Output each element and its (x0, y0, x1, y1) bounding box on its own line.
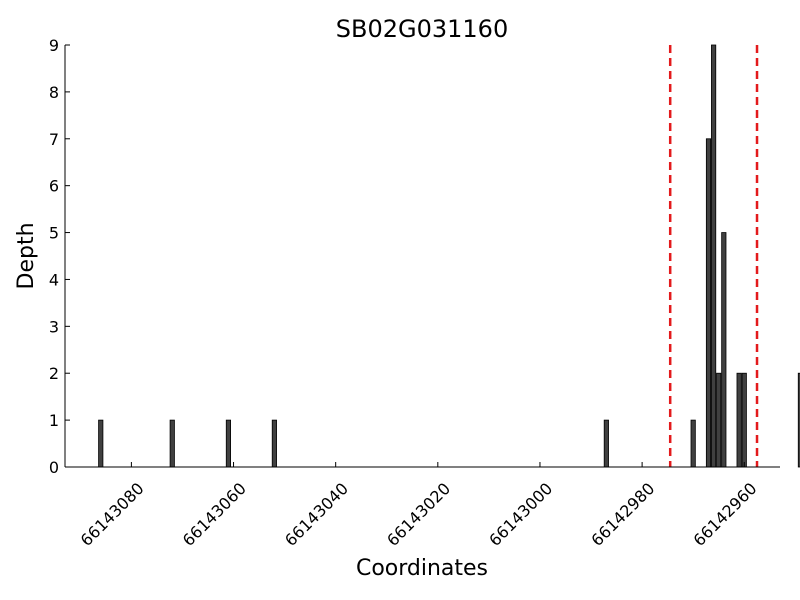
y-tick-label: 5 (49, 224, 59, 243)
depth-bar (98, 419, 104, 468)
depth-bar (736, 372, 742, 468)
chart-title: SB02G031160 (336, 15, 508, 43)
y-ticks-group: 0 1 2 3 4 5 6 7 8 9 (49, 36, 70, 477)
y-tick-label: 2 (49, 364, 59, 383)
axes-group (64, 45, 780, 468)
depth-bar (705, 138, 712, 468)
depth-bar (271, 419, 277, 468)
x-tick-label: 66143040 (281, 479, 352, 550)
depth-bar (797, 372, 800, 468)
x-ticks-group: 66143080 66143060 66143040 66143020 66143000… (77, 462, 761, 550)
reference-lines-group (668, 45, 759, 467)
y-tick-label: 3 (49, 317, 59, 336)
y-tick-label: 8 (49, 83, 59, 102)
y-tick-label: 0 (49, 458, 59, 477)
y-axis-label: Depth (14, 222, 39, 289)
x-tick-label: 66143020 (383, 479, 454, 550)
depth-bar (690, 419, 696, 468)
y-tick-label: 6 (49, 177, 59, 196)
depth-bar (169, 419, 175, 468)
depth-bar (741, 372, 747, 468)
x-axis-label: Coordinates (356, 556, 488, 581)
x-tick-label: 66143080 (77, 479, 148, 550)
x-tick-label: 66142960 (690, 479, 761, 550)
depth-bar (711, 44, 717, 468)
depth-bar (603, 419, 609, 468)
y-tick-label: 4 (49, 270, 59, 289)
y-tick-label: 1 (49, 411, 59, 430)
x-tick-label: 66143060 (179, 479, 250, 550)
depth-bar (721, 232, 727, 468)
depth-bar (225, 419, 231, 468)
bars-group (98, 44, 800, 468)
y-tick-label: 7 (49, 130, 59, 149)
x-tick-label: 66143000 (485, 479, 556, 550)
depth-bar (716, 372, 722, 468)
y-tick-label: 9 (49, 36, 59, 55)
x-tick-label: 66142980 (587, 479, 658, 550)
